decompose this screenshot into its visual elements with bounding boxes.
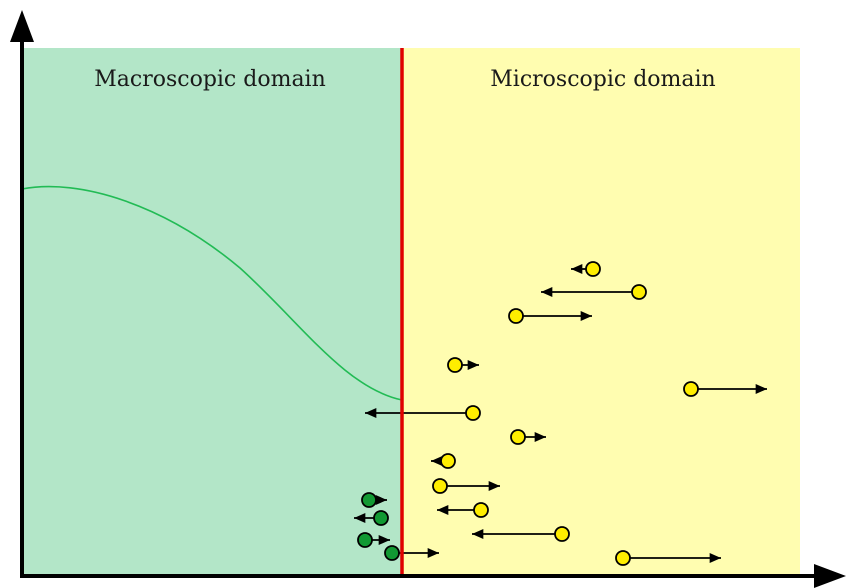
x-axis-arrowhead [814, 564, 846, 588]
micro-particle-10 [554, 526, 570, 542]
micro-particle-6 [510, 429, 526, 445]
macroscopic-region [22, 48, 402, 574]
macro-particle-13 [373, 510, 389, 526]
micro-particle-1 [631, 284, 647, 300]
macroscopic-domain-label: Macroscopic domain [94, 67, 326, 92]
macro-particle-15 [384, 545, 400, 561]
macro-particle-14 [357, 532, 373, 548]
micro-particle-9 [473, 502, 489, 518]
microscopic-domain-label: Microscopic domain [490, 67, 715, 92]
micro-particle-2 [508, 308, 524, 324]
micro-particle-3 [447, 357, 463, 373]
macro-particle-12 [361, 492, 377, 508]
micro-particle-8 [432, 478, 448, 494]
y-axis-arrowhead [10, 10, 34, 42]
microscopic-region [402, 48, 800, 574]
micro-particle-0 [585, 261, 601, 277]
micro-particle-5 [465, 405, 481, 421]
particles-group [354, 261, 767, 566]
density-curve [21, 185, 403, 401]
axes [10, 10, 846, 588]
micro-particle-4 [683, 381, 699, 397]
micro-particle-7 [440, 453, 456, 469]
micro-particle-11 [615, 550, 631, 566]
